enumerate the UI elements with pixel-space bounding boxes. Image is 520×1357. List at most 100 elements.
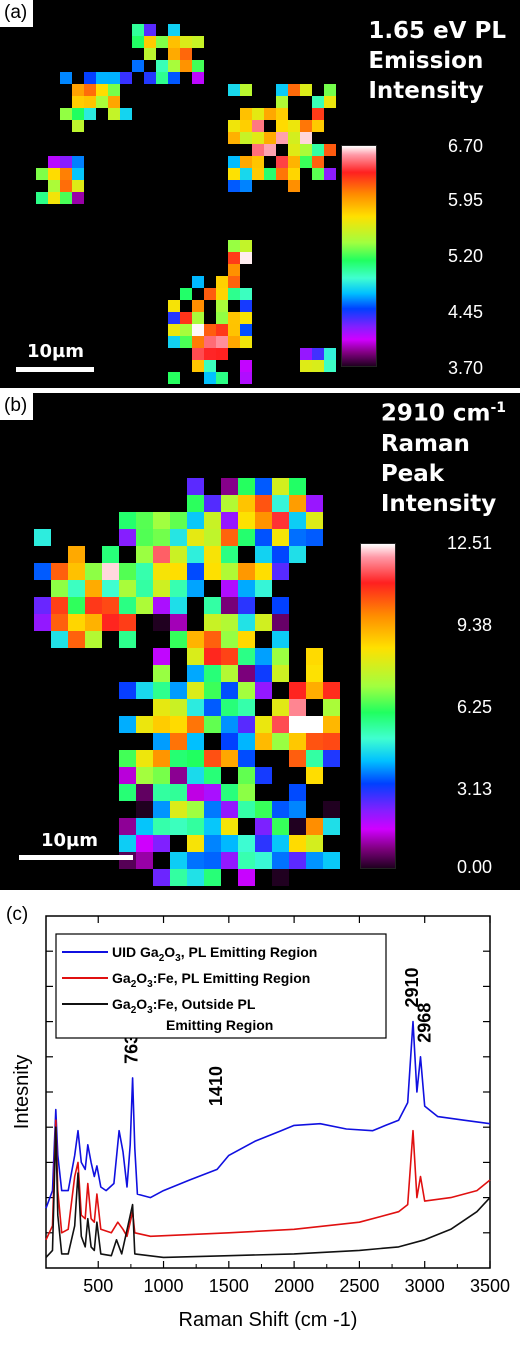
heatmap-pixel: [255, 546, 272, 563]
heatmap-pixel: [192, 300, 204, 312]
heatmap-pixel: [119, 597, 136, 614]
heatmap-pixel: [187, 563, 204, 580]
legend-entry-part: :Fe, Outside PL: [153, 996, 256, 1012]
heatmap-pixel: [102, 614, 119, 631]
raman-colorbar-tick: 9.38: [457, 615, 493, 635]
heatmap-pixel: [72, 180, 84, 192]
heatmap-pixel: [255, 801, 272, 818]
heatmap-pixel: [204, 324, 216, 336]
heatmap-pixel: [323, 852, 340, 869]
heatmap-pixel: [192, 336, 204, 348]
heatmap-pixel: [289, 529, 306, 546]
heatmap-pixel: [153, 750, 170, 767]
heatmap-pixel: [238, 580, 255, 597]
heatmap-pixel: [228, 84, 240, 96]
raman-colorbar-tick: 0.00: [457, 857, 493, 877]
heatmap-pixel: [238, 631, 255, 648]
x-axis-label: Raman Shift (cm -1): [179, 1309, 358, 1331]
heatmap-pixel: [51, 597, 68, 614]
heatmap-pixel: [136, 512, 153, 529]
heatmap-pixel: [240, 132, 252, 144]
heatmap-pixel: [170, 614, 187, 631]
heatmap-pixel: [216, 288, 228, 300]
raman-title-line-3: Peak: [380, 460, 445, 487]
pl-colorbar-tick: 5.20: [448, 246, 484, 266]
heatmap-pixel: [240, 336, 252, 348]
heatmap-pixel: [289, 546, 306, 563]
heatmap-pixel: [153, 597, 170, 614]
heatmap-pixel: [238, 784, 255, 801]
x-tick-label: 2000: [274, 1276, 314, 1296]
legend-entry-part: 3: [175, 953, 181, 964]
heatmap-pixel: [228, 252, 240, 264]
heatmap-pixel: [306, 512, 323, 529]
heatmap-pixel: [323, 801, 340, 818]
heatmap-pixel: [119, 835, 136, 852]
heatmap-pixel: [238, 563, 255, 580]
heatmap-pixel: [204, 648, 221, 665]
heatmap-pixel: [289, 512, 306, 529]
heatmap-pixel: [72, 120, 84, 132]
heatmap-pixel: [187, 495, 204, 512]
heatmap-pixel: [48, 180, 60, 192]
heatmap-pixel: [72, 96, 84, 108]
heatmap-pixel: [306, 682, 323, 699]
heatmap-pixel: [153, 614, 170, 631]
heatmap-pixel: [136, 529, 153, 546]
heatmap-pixel: [238, 750, 255, 767]
legend-entry-part: O: [164, 944, 175, 960]
x-tick-label: 1500: [209, 1276, 249, 1296]
heatmap-pixel: [34, 597, 51, 614]
x-tick-label: 1000: [144, 1276, 184, 1296]
heatmap-pixel: [204, 631, 221, 648]
heatmap-pixel: [252, 132, 264, 144]
heatmap-pixel: [312, 144, 324, 156]
heatmap-pixel: [255, 529, 272, 546]
legend-entry-part: O: [136, 996, 147, 1012]
heatmap-pixel: [170, 512, 187, 529]
heatmap-pixel: [312, 96, 324, 108]
heatmap-pixel: [84, 72, 96, 84]
heatmap-pixel: [276, 120, 288, 132]
heatmap-pixel: [272, 869, 289, 886]
heatmap-pixel: [119, 682, 136, 699]
heatmap-pixel: [60, 156, 72, 168]
heatmap-pixel: [221, 716, 238, 733]
heatmap-pixel: [272, 835, 289, 852]
heatmap-pixel: [102, 597, 119, 614]
heatmap-pixel: [132, 36, 144, 48]
heatmap-pixel: [170, 784, 187, 801]
pl-title-line-2: Emission: [368, 48, 484, 74]
heatmap-pixel: [204, 288, 216, 300]
heatmap-pixel: [187, 852, 204, 869]
heatmap-pixel: [187, 529, 204, 546]
raman-colorbar-tick: 12.51: [447, 533, 493, 553]
heatmap-pixel: [221, 529, 238, 546]
heatmap-pixel: [68, 631, 85, 648]
heatmap-pixel: [85, 614, 102, 631]
heatmap-pixel: [255, 614, 272, 631]
heatmap-pixel: [288, 84, 300, 96]
peak-annotation: 763: [122, 1034, 142, 1064]
heatmap-pixel: [255, 648, 272, 665]
heatmap-pixel: [180, 36, 192, 48]
heatmap-pixel: [168, 312, 180, 324]
heatmap-pixel: [228, 156, 240, 168]
heatmap-pixel: [221, 784, 238, 801]
heatmap-pixel: [180, 312, 192, 324]
heatmap-pixel: [51, 563, 68, 580]
heatmap-pixel: [228, 168, 240, 180]
heatmap-pixel: [255, 835, 272, 852]
panel-b-label: (b): [0, 393, 34, 420]
x-tick-label: 3000: [405, 1276, 445, 1296]
heatmap-pixel: [136, 818, 153, 835]
heatmap-pixel: [306, 648, 323, 665]
heatmap-pixel: [136, 835, 153, 852]
heatmap-pixel: [221, 495, 238, 512]
heatmap-pixel: [221, 699, 238, 716]
heatmap-pixel: [221, 835, 238, 852]
heatmap-pixel: [204, 716, 221, 733]
heatmap-pixel: [272, 597, 289, 614]
series-line: [45, 1119, 491, 1241]
heatmap-pixel: [180, 60, 192, 72]
